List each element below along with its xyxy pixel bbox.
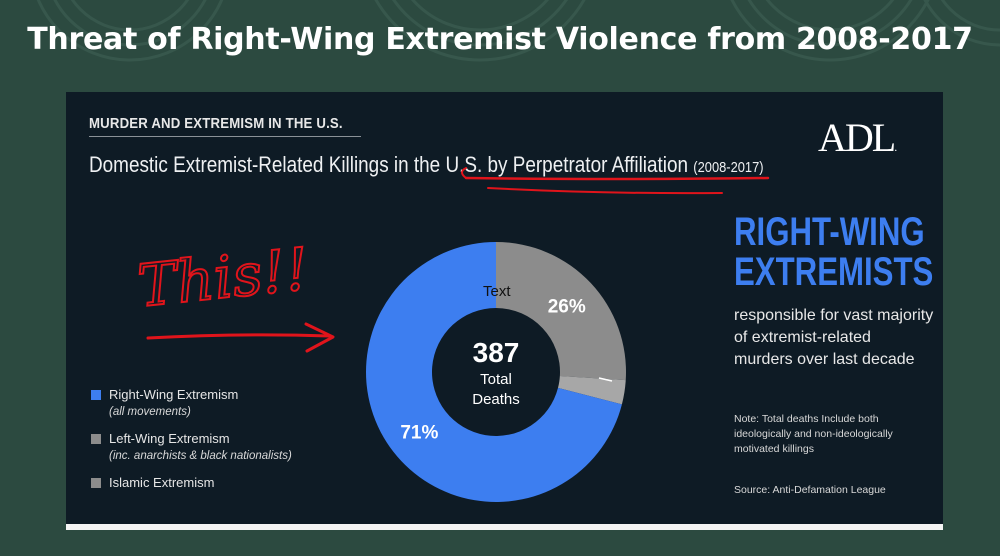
slice-label-right-wing: 71%	[400, 422, 438, 443]
kicker-heading: MURDER AND EXTREMISM IN THE U.S.	[89, 115, 343, 132]
logo-dot: .	[894, 140, 897, 154]
infographic-panel: MURDER AND EXTREMISM IN THE U.S. Domesti…	[66, 92, 943, 524]
center-label-line2: Deaths	[472, 391, 520, 408]
headline-line2: EXTREMISTS	[734, 250, 934, 294]
logo-text: ADL	[818, 115, 896, 160]
legend-note: (inc. anarchists & black nationalists)	[109, 450, 292, 462]
legend-swatch-islamic	[91, 478, 101, 488]
source-credit: Source: Anti-Defamation League	[734, 484, 886, 496]
legend-label: Left-Wing Extremism	[109, 431, 230, 446]
legend-label: Islamic Extremism	[109, 475, 215, 490]
headline-body: responsible for vast majority of extremi…	[734, 307, 934, 368]
legend-item-islamic: Islamic Extremism	[91, 475, 292, 519]
donut-slice-right-wing	[365, 242, 622, 502]
slide-title: Threat of Right-Wing Extremist Violence …	[27, 22, 973, 57]
donut-chart: 387 Total Deaths 26%3%71%	[365, 242, 626, 502]
chart-subtitle: Domestic Extremist-Related Killings in t…	[89, 152, 764, 178]
legend-item-left-wing: Left-Wing Extremism (inc. anarchists & b…	[91, 431, 292, 475]
footnote: Note: Total deaths Include both ideologi…	[734, 413, 893, 455]
slice-label-left-wing: 26%	[548, 297, 586, 318]
subtitle-main: Domestic Extremist-Related Killings in t…	[89, 152, 689, 177]
legend-note: (all movements)	[109, 406, 191, 418]
donut-slice-islamic	[557, 376, 626, 405]
headline: RIGHT-WING EXTREMISTS	[734, 212, 933, 292]
center-label-line1: Total	[480, 371, 512, 388]
legend-swatch-right-wing	[91, 390, 101, 400]
chart-legend: Right-Wing Extremism (all movements) Lef…	[91, 387, 292, 519]
panel-bottom-border	[66, 524, 943, 530]
legend-item-right-wing: Right-Wing Extremism (all movements)	[91, 387, 292, 431]
donut-slice-left-wing	[496, 242, 626, 381]
subtitle-years: (2008-2017)	[693, 159, 764, 176]
islamic-leader-line	[598, 377, 613, 382]
adl-logo: ADL.	[818, 114, 897, 161]
kicker-divider	[89, 136, 361, 137]
headline-line1: RIGHT-WING	[734, 210, 925, 254]
legend-label: Right-Wing Extremism	[109, 387, 239, 402]
legend-swatch-left-wing	[91, 434, 101, 444]
center-total-value: 387	[473, 337, 520, 368]
